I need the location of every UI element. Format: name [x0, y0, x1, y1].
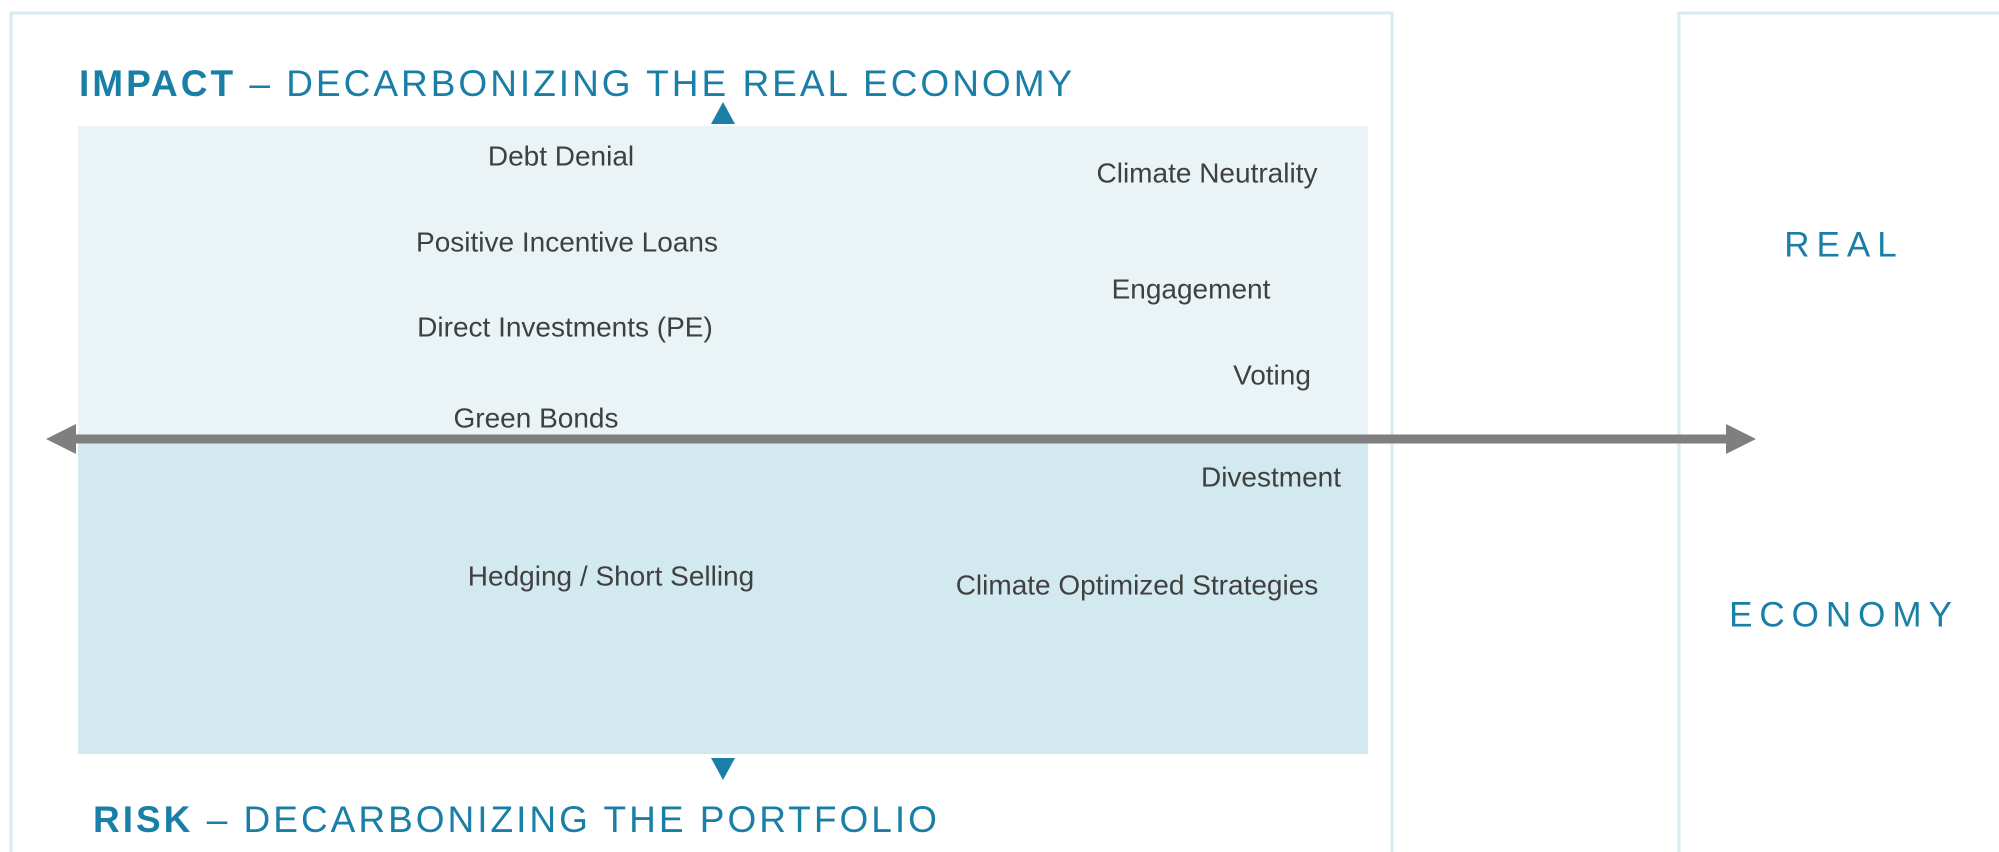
right-arrowhead — [1726, 424, 1756, 454]
side-label: REAL — [1784, 225, 1903, 264]
label: Climate Neutrality — [1097, 157, 1318, 188]
label: Direct Investments (PE) — [417, 311, 713, 342]
risk-zone — [78, 440, 1368, 754]
side-label: ECONOMY — [1729, 595, 1959, 634]
label: Divestment — [1201, 461, 1341, 492]
left-arrowhead — [46, 424, 76, 454]
risk-title: RISK – DECARBONIZING THE PORTFOLIO — [93, 799, 940, 840]
label: Green Bonds — [454, 402, 619, 433]
label: Voting — [1233, 359, 1311, 390]
up-arrow — [711, 102, 735, 124]
risk-title-bold: RISK — [93, 799, 193, 840]
impact-title: IMPACT – DECARBONIZING THE REAL ECONOMY — [79, 63, 1075, 104]
label: Engagement — [1112, 273, 1271, 304]
impact-zone — [78, 126, 1368, 440]
impact-title-rest: – DECARBONIZING THE REAL ECONOMY — [249, 63, 1075, 104]
impact-title-bold: IMPACT — [79, 63, 236, 104]
label: Debt Denial — [488, 140, 634, 171]
risk-title-rest: – DECARBONIZING THE PORTFOLIO — [207, 799, 940, 840]
down-arrow — [711, 758, 735, 780]
label: Climate Optimized Strategies — [956, 569, 1319, 600]
label: Hedging / Short Selling — [468, 560, 754, 591]
label: Positive Incentive Loans — [416, 226, 718, 257]
